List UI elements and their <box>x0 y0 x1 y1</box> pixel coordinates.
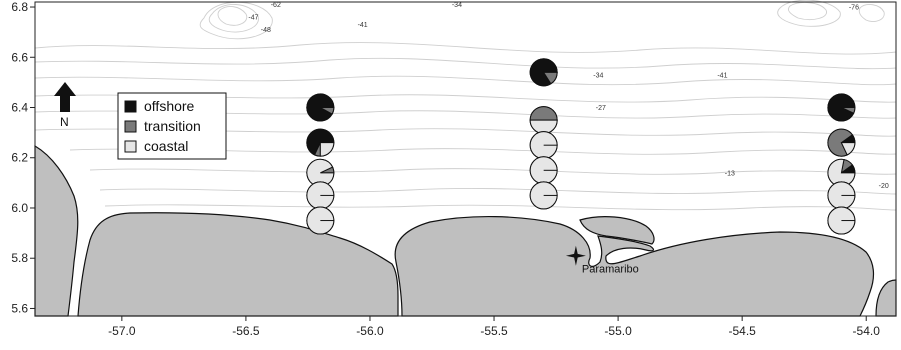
station-pie <box>827 206 856 235</box>
plot-frame <box>34 1 897 317</box>
pie-slice-coastal <box>840 142 856 156</box>
north-label: N <box>60 115 69 129</box>
station-pie <box>529 131 558 160</box>
pie-slice-transition <box>529 106 558 121</box>
x-tick-label: -56.0 <box>356 324 384 338</box>
station-pie <box>306 206 335 235</box>
station-pie <box>529 106 558 135</box>
y-tick-label: 6.2 <box>11 151 28 165</box>
station-pie <box>529 58 558 87</box>
north-arrow-icon <box>54 82 76 112</box>
legend-label-transition: transition <box>144 118 201 134</box>
legend-swatch-coastal <box>124 140 137 153</box>
y-tick-label: 6.0 <box>11 201 28 215</box>
legend-label-coastal: coastal <box>144 138 188 154</box>
x-tick-label: -55.5 <box>480 324 508 338</box>
y-tick-label: 5.8 <box>11 251 28 265</box>
pie-slice-transition <box>320 107 335 115</box>
city-star-icon <box>565 245 586 266</box>
station-pie <box>306 158 335 187</box>
y-tick-label: 6.4 <box>11 101 28 115</box>
contour-label: -41 <box>358 22 368 29</box>
land-peninsula <box>579 216 655 245</box>
pie-slice-transition <box>827 128 854 157</box>
contour-label: -27 <box>596 105 606 112</box>
land-main-center <box>394 216 875 317</box>
contour-label: -20 <box>879 183 889 190</box>
station-pie <box>306 93 335 122</box>
contour-label: -13 <box>725 170 735 177</box>
pie-slice-coastal <box>827 158 856 187</box>
contour-label: -62 <box>271 2 281 9</box>
y-axis-ticks: 6.8 6.6 6.4 6.2 6.0 5.8 5.6 <box>11 0 35 315</box>
contour-labels: -62 -47-48 -41 -34 -34 -41 -27 -13 -20 -76 <box>248 2 888 190</box>
contour-label: -48 <box>261 27 271 34</box>
contour-label: -34 <box>593 72 603 79</box>
y-tick-label: 6.8 <box>11 0 28 14</box>
station-pie <box>827 158 856 187</box>
city-label: Paramaribo <box>582 264 639 276</box>
x-tick-label: -55.0 <box>604 324 632 338</box>
legend-label-offshore: offshore <box>144 98 195 114</box>
station-pie <box>827 93 856 122</box>
x-tick-label: -54.5 <box>728 324 756 338</box>
pie-slice-coastal <box>319 142 335 157</box>
x-tick-label: -57.0 <box>108 324 136 338</box>
contour-label: -34 <box>452 2 462 9</box>
station-pie <box>529 181 558 210</box>
station-pie <box>306 181 335 210</box>
city-marker: Paramaribo <box>565 245 639 276</box>
x-axis-ticks: -57.0 -56.5 -56.0 -55.5 -55.0 -54.5 -54.0 <box>108 316 880 338</box>
pie-slice-transition <box>542 71 558 85</box>
pie-slice-coastal <box>306 158 335 187</box>
legend-swatch-transition <box>124 120 137 133</box>
x-tick-label: -54.0 <box>853 324 881 338</box>
contour-label: -41 <box>717 72 727 79</box>
y-tick-label: 5.6 <box>11 301 28 315</box>
y-tick-label: 6.6 <box>11 50 28 64</box>
x-tick-label: -56.5 <box>232 324 260 338</box>
land-main-west <box>77 212 399 317</box>
pie-slice-transition <box>841 107 856 114</box>
sampling-stations <box>306 58 856 235</box>
contour-label: -76 <box>849 5 859 12</box>
north-arrow: N <box>54 82 76 129</box>
station-pie <box>306 128 335 157</box>
pie-slice-offshore <box>306 128 335 156</box>
legend-swatch-offshore <box>124 100 137 113</box>
contour-label: -47 <box>248 15 258 22</box>
legend: offshore transition coastal <box>117 92 227 160</box>
station-pie <box>827 128 856 157</box>
map-axes: -57.0 -56.5 -56.0 -55.5 -55.0 -54.5 -54.0 6.86… <box>11 0 897 338</box>
station-pie <box>529 156 558 185</box>
station-pie <box>827 181 856 210</box>
land-areas <box>34 144 897 317</box>
land-west <box>34 144 79 317</box>
